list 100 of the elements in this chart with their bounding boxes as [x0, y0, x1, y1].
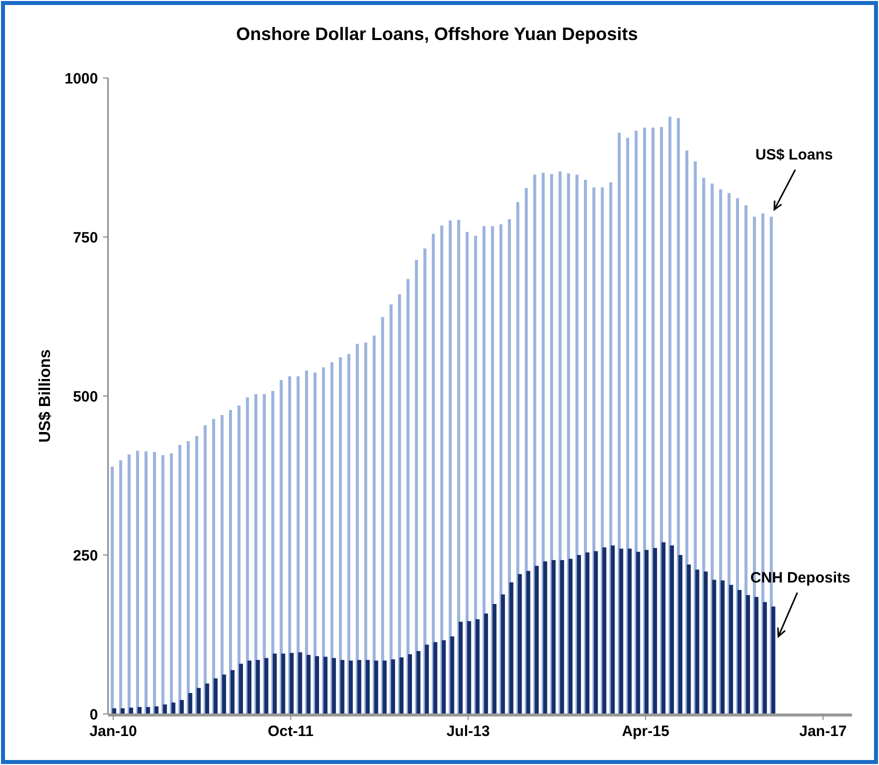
bar: [738, 590, 742, 714]
bar: [602, 547, 606, 714]
bar: [704, 572, 708, 714]
bar: [162, 704, 167, 714]
bar: [423, 248, 426, 714]
bar: [214, 678, 218, 714]
y-axis-title: US$ Billions: [37, 349, 54, 443]
bar: [670, 545, 674, 714]
bar: [534, 566, 539, 714]
bar: [450, 636, 454, 714]
text: US$ Loans: [755, 146, 833, 164]
bar: [720, 580, 725, 714]
bar: [247, 660, 252, 714]
bar: [305, 370, 308, 714]
bar: [746, 595, 750, 714]
bar: [568, 558, 573, 714]
bar: [178, 444, 182, 714]
bar: [619, 548, 624, 714]
bar: [416, 651, 420, 714]
bar: [238, 664, 243, 714]
bar: [357, 660, 362, 714]
bar: [526, 570, 530, 714]
y-tick-label: 750: [72, 229, 98, 246]
bar: [644, 550, 649, 714]
bar: [729, 584, 734, 714]
bar: [144, 451, 148, 714]
bar: [110, 466, 114, 714]
bar: [467, 621, 472, 714]
x-tick-label: Apr-15: [622, 723, 670, 740]
bar: [119, 460, 122, 714]
bar: [138, 707, 142, 714]
bar: [212, 418, 216, 714]
bar: [281, 654, 286, 714]
bar: [771, 606, 776, 714]
bar: [432, 234, 435, 714]
bar: [400, 657, 404, 714]
bar: [229, 410, 232, 714]
bar: [204, 425, 207, 714]
bar: [348, 660, 353, 714]
bar: [484, 614, 488, 714]
bar: [272, 654, 277, 714]
bar: [296, 376, 300, 714]
bar: [186, 441, 190, 714]
bar: [322, 367, 325, 714]
bar: [171, 702, 176, 714]
bar: [222, 674, 226, 714]
bar: [262, 394, 266, 714]
bar: [474, 236, 478, 714]
x-tick-label: Jul-13: [446, 723, 490, 740]
bar: [408, 654, 412, 714]
bar: [636, 552, 640, 714]
bar: [288, 376, 292, 714]
bar: [372, 336, 376, 714]
bar: [576, 555, 581, 714]
y-tick-label: 0: [90, 706, 98, 724]
bar: [440, 226, 444, 714]
bar: [661, 542, 666, 714]
bar: [356, 344, 359, 714]
bar: [433, 642, 438, 714]
bar: [500, 594, 505, 714]
bar: [196, 688, 201, 714]
bar: [254, 394, 258, 714]
bar: [543, 561, 548, 714]
bar: [695, 570, 700, 714]
x-tick-label: Oct-11: [268, 723, 314, 740]
bar: [298, 652, 302, 714]
bar: [374, 660, 378, 714]
bar: [364, 342, 368, 714]
bar: [290, 652, 294, 714]
bar: [653, 548, 658, 714]
bar: [594, 551, 598, 714]
bar: [585, 552, 590, 714]
bar: [170, 453, 173, 714]
bar: [458, 622, 463, 714]
bar: [256, 660, 260, 714]
bar: [129, 708, 134, 714]
bar: [448, 220, 452, 714]
bar: [628, 548, 632, 714]
series-label: CNH Deposits: [750, 570, 850, 587]
bar: [230, 670, 235, 714]
bar: [552, 560, 556, 714]
bar: [136, 450, 140, 714]
bar: [315, 656, 320, 714]
bar: [280, 380, 283, 714]
bar: [406, 278, 410, 714]
bar: [146, 707, 150, 714]
bar: [188, 693, 192, 714]
bar: [220, 415, 224, 714]
bar: [154, 706, 158, 714]
x-tick-label: Jan-17: [799, 723, 847, 740]
bar: [381, 317, 384, 714]
bar: [424, 644, 429, 714]
bar: [712, 580, 716, 714]
y-tick-label: 1000: [64, 70, 98, 88]
bar: [128, 454, 131, 714]
bar: [152, 452, 156, 714]
bar: [338, 357, 342, 714]
bar: [391, 659, 396, 714]
bar: [678, 555, 682, 714]
bar: [195, 436, 198, 714]
